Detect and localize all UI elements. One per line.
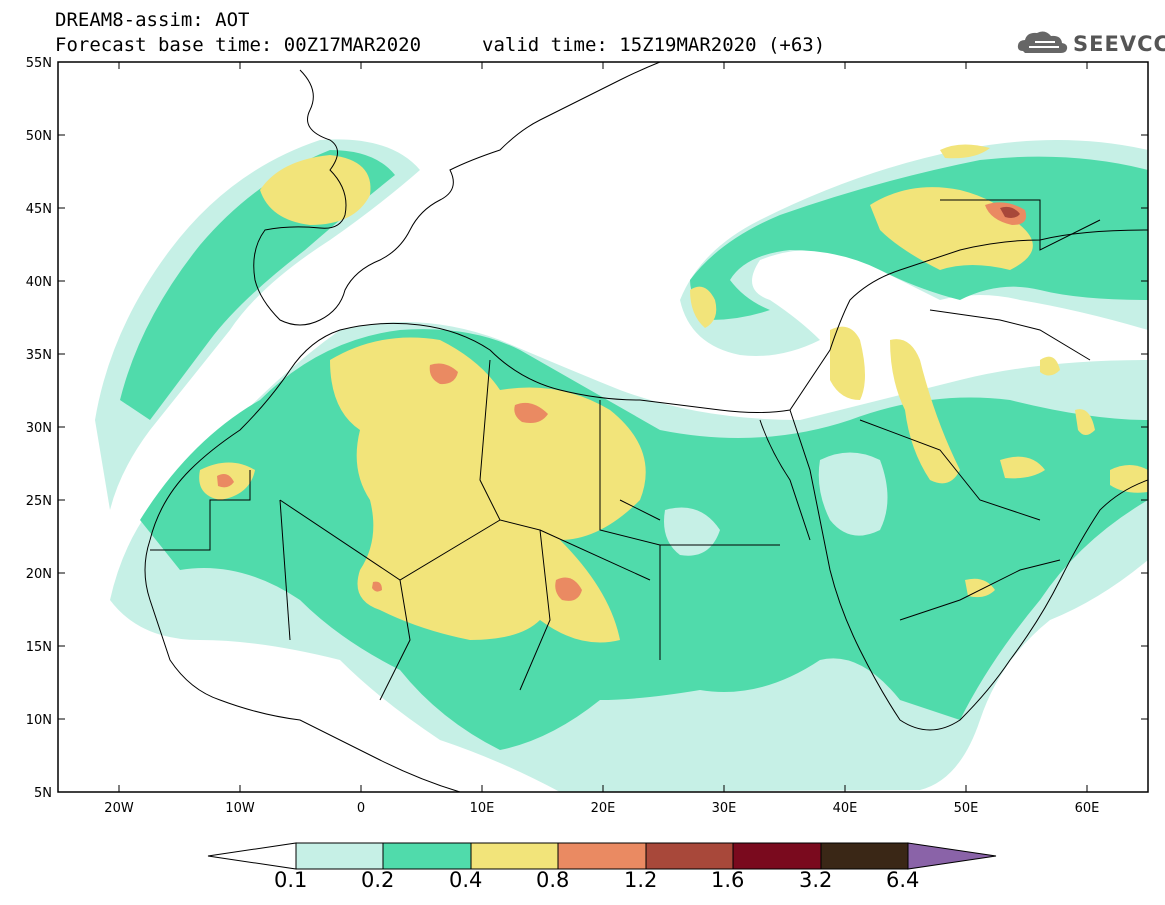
map-title: DREAM8-assim: AOT — [55, 9, 250, 31]
lat-tick-label: 10N — [26, 713, 52, 728]
colorbar-segment — [732, 842, 822, 870]
coastlines — [144, 62, 1148, 792]
logo-text: SEEVCCC — [1073, 32, 1165, 56]
aot-field — [58, 62, 1148, 792]
cloud-icon — [1017, 31, 1068, 53]
valid-time: valid time: 15Z19MAR2020 (+63) — [482, 34, 826, 56]
colorbar-segment — [645, 842, 734, 870]
lat-tick-label: 5N — [34, 786, 52, 801]
colorbar-label: 3.2 — [799, 868, 833, 892]
lat-tick-label: 45N — [26, 202, 52, 217]
lon-tick-label: 50E — [954, 801, 979, 816]
lat-tick-label: 20N — [26, 567, 52, 582]
lon-tick-label: 10W — [225, 801, 255, 816]
colorbar-label: 1.6 — [711, 868, 745, 892]
lon-tick-label: 40E — [833, 801, 858, 816]
colorbar-label: 0.4 — [449, 868, 483, 892]
lon-tick-label: 20W — [104, 801, 134, 816]
colorbar-segment — [907, 842, 997, 870]
lon-tick-label: 60E — [1075, 801, 1100, 816]
colorbar-segment — [382, 842, 472, 870]
lon-tick-label: 30E — [712, 801, 737, 816]
colorbar-label: 1.2 — [624, 868, 658, 892]
map-frame — [57, 61, 1149, 793]
lat-tick-label: 35N — [26, 348, 52, 363]
colorbar-segment — [207, 842, 297, 870]
lat-tick-label: 25N — [26, 494, 52, 509]
colorbar-label: 0.2 — [361, 868, 395, 892]
lon-tick-label: 10E — [470, 801, 495, 816]
lat-tick-label: 15N — [26, 640, 52, 655]
colorbar-segment — [820, 842, 909, 870]
colorbar-segment — [470, 842, 559, 870]
colorbar — [207, 842, 997, 870]
lon-tick-label: 20E — [591, 801, 616, 816]
colorbar-label: 0.8 — [536, 868, 570, 892]
colorbar-label: 0.1 — [274, 868, 308, 892]
lat-tick-label: 30N — [26, 421, 52, 436]
forecast-base-time: Forecast base time: 00Z17MAR2020 — [55, 34, 422, 56]
lat-tick-label: 40N — [26, 275, 52, 290]
lon-tick-label: 0 — [357, 801, 365, 816]
colorbar-segment — [557, 842, 647, 870]
colorbar-label: 6.4 — [886, 868, 920, 892]
lat-tick-label: 50N — [26, 129, 52, 144]
colorbar-segment — [295, 842, 384, 870]
axis-ticks — [58, 62, 1148, 792]
seevccc-logo: SEEVCCC — [1015, 27, 1165, 57]
lat-tick-label: 55N — [26, 56, 52, 71]
